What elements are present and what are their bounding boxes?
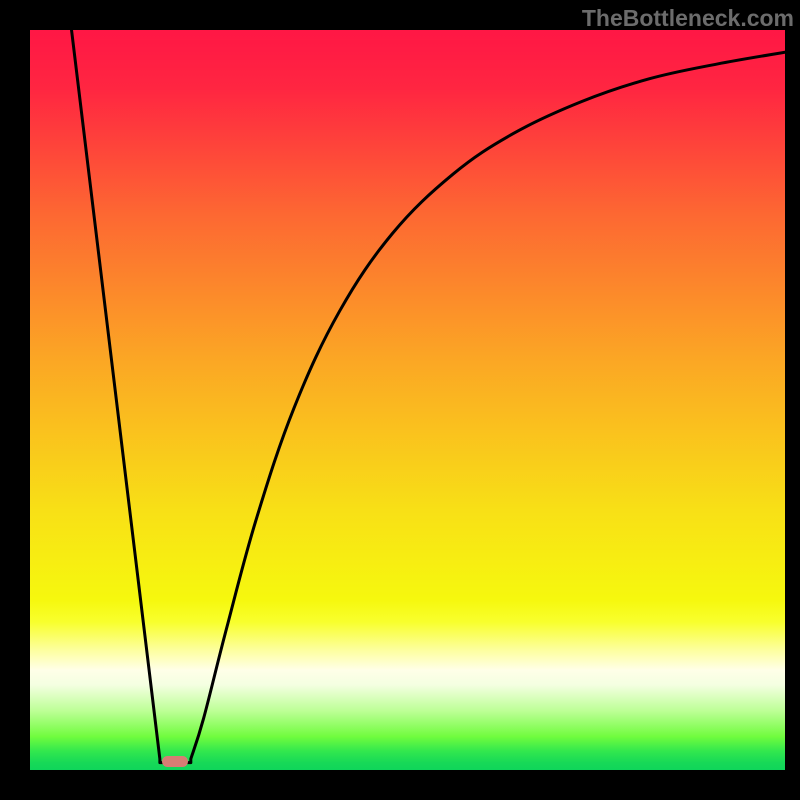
curve-layer <box>30 30 785 770</box>
chart-root: { "watermark": { "text": "TheBottleneck.… <box>0 0 800 800</box>
watermark-text: TheBottleneck.com <box>582 5 794 32</box>
bottleneck-curve <box>72 30 785 763</box>
plot-area <box>30 30 785 770</box>
valley-marker <box>162 756 188 767</box>
